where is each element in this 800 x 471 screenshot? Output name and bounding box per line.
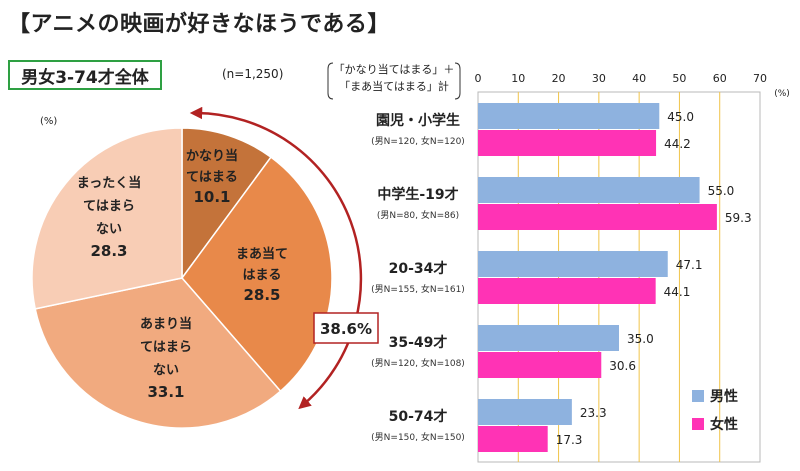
category-sample-size: (男N=155, 女N=161) <box>371 285 465 295</box>
category-sample-size: (男N=120, 女N=120) <box>371 137 465 147</box>
x-tick-label: 60 <box>713 72 727 85</box>
legend-label-female: 女性 <box>710 417 738 433</box>
pie-slice-label: まったく当 <box>77 175 141 191</box>
bar <box>478 204 717 230</box>
combined-share-value: 38.6% <box>320 320 372 338</box>
data-label: 47.1 <box>676 258 703 272</box>
category-sample-size: (男N=120, 女N=108) <box>371 359 465 369</box>
pie-slice-label: はまる <box>242 268 281 283</box>
data-label: 45.0 <box>667 110 694 124</box>
pie-slice-label: てはまら <box>140 340 192 355</box>
pie-slice-label: かなり当 <box>186 148 238 164</box>
page-title: 【アニメの映画が好きなほうである】 <box>8 12 390 37</box>
data-label: 30.6 <box>609 359 636 373</box>
bar <box>478 177 700 203</box>
bar <box>478 352 602 378</box>
x-tick-label: 20 <box>552 72 566 85</box>
category-label: 園児・小学生 <box>376 113 460 129</box>
pie-slice-label: まあ当て <box>236 246 288 262</box>
x-tick-label: 0 <box>475 72 482 85</box>
combined-share-arrow <box>189 106 363 410</box>
legend-item-female: 女性 <box>692 414 738 434</box>
pie-slice-label: ない <box>96 222 122 237</box>
combined-share-box <box>313 312 379 344</box>
legend-box-brackets <box>327 62 461 100</box>
category-sample-size: (男N=80, 女N=86) <box>376 211 460 221</box>
legend-item-male: 男性 <box>692 386 738 406</box>
data-label: 35.0 <box>627 332 654 346</box>
bar <box>478 251 668 277</box>
legend-swatch-female <box>692 418 704 430</box>
subgroup-badge: 男女3-74才全体 <box>8 60 162 90</box>
bar-legend-box: 「かなり当てはまる」＋ 「まあ当てはまる」計 <box>327 61 461 101</box>
series-legend: 男性 女性 <box>692 386 738 442</box>
pie-unit-label: (%) <box>40 116 58 127</box>
category-label: 中学生-19才 <box>377 187 459 203</box>
data-label: 44.1 <box>664 285 691 299</box>
sample-size-label: (n=1,250) <box>222 67 284 81</box>
x-tick-label: 50 <box>672 72 686 85</box>
bar <box>478 426 548 452</box>
x-tick-label: 10 <box>511 72 525 85</box>
pie-value-label: 33.1 <box>147 383 184 401</box>
data-label: 59.3 <box>725 211 752 225</box>
legend-label-male: 男性 <box>710 389 738 405</box>
pie-slice-label: あまり当 <box>140 316 192 332</box>
pie-slice-label: てはまる <box>186 170 238 185</box>
category-label: 50-74才 <box>388 409 448 425</box>
bar <box>478 399 572 425</box>
data-label: 23.3 <box>580 406 607 420</box>
pie-slice-label: てはまら <box>83 199 135 214</box>
legend-box-line-1: 「かなり当てはまる」＋ <box>333 63 455 76</box>
bar <box>478 325 619 351</box>
pie-slice-label: ない <box>153 363 179 378</box>
data-label: 44.2 <box>664 137 691 151</box>
legend-box-line-2: 「まあ当てはまる」計 <box>339 80 449 93</box>
bar <box>478 130 657 156</box>
x-tick-label: 40 <box>632 72 646 85</box>
category-label: 35-49才 <box>388 335 448 351</box>
bar <box>478 103 660 129</box>
legend-swatch-male <box>692 390 704 402</box>
data-label: 17.3 <box>556 433 583 447</box>
bar-unit-label: (%) <box>774 89 790 99</box>
x-tick-label: 30 <box>592 72 606 85</box>
data-label: 55.0 <box>708 184 735 198</box>
pie-value-label: 28.5 <box>243 286 280 304</box>
x-tick-label: 70 <box>753 72 767 85</box>
bar <box>478 278 656 304</box>
pie-value-label: 28.3 <box>90 242 127 260</box>
category-label: 20-34才 <box>388 261 448 277</box>
pie-value-label: 10.1 <box>193 188 230 206</box>
category-sample-size: (男N=150, 女N=150) <box>371 433 465 443</box>
pie-slice <box>31 127 183 310</box>
